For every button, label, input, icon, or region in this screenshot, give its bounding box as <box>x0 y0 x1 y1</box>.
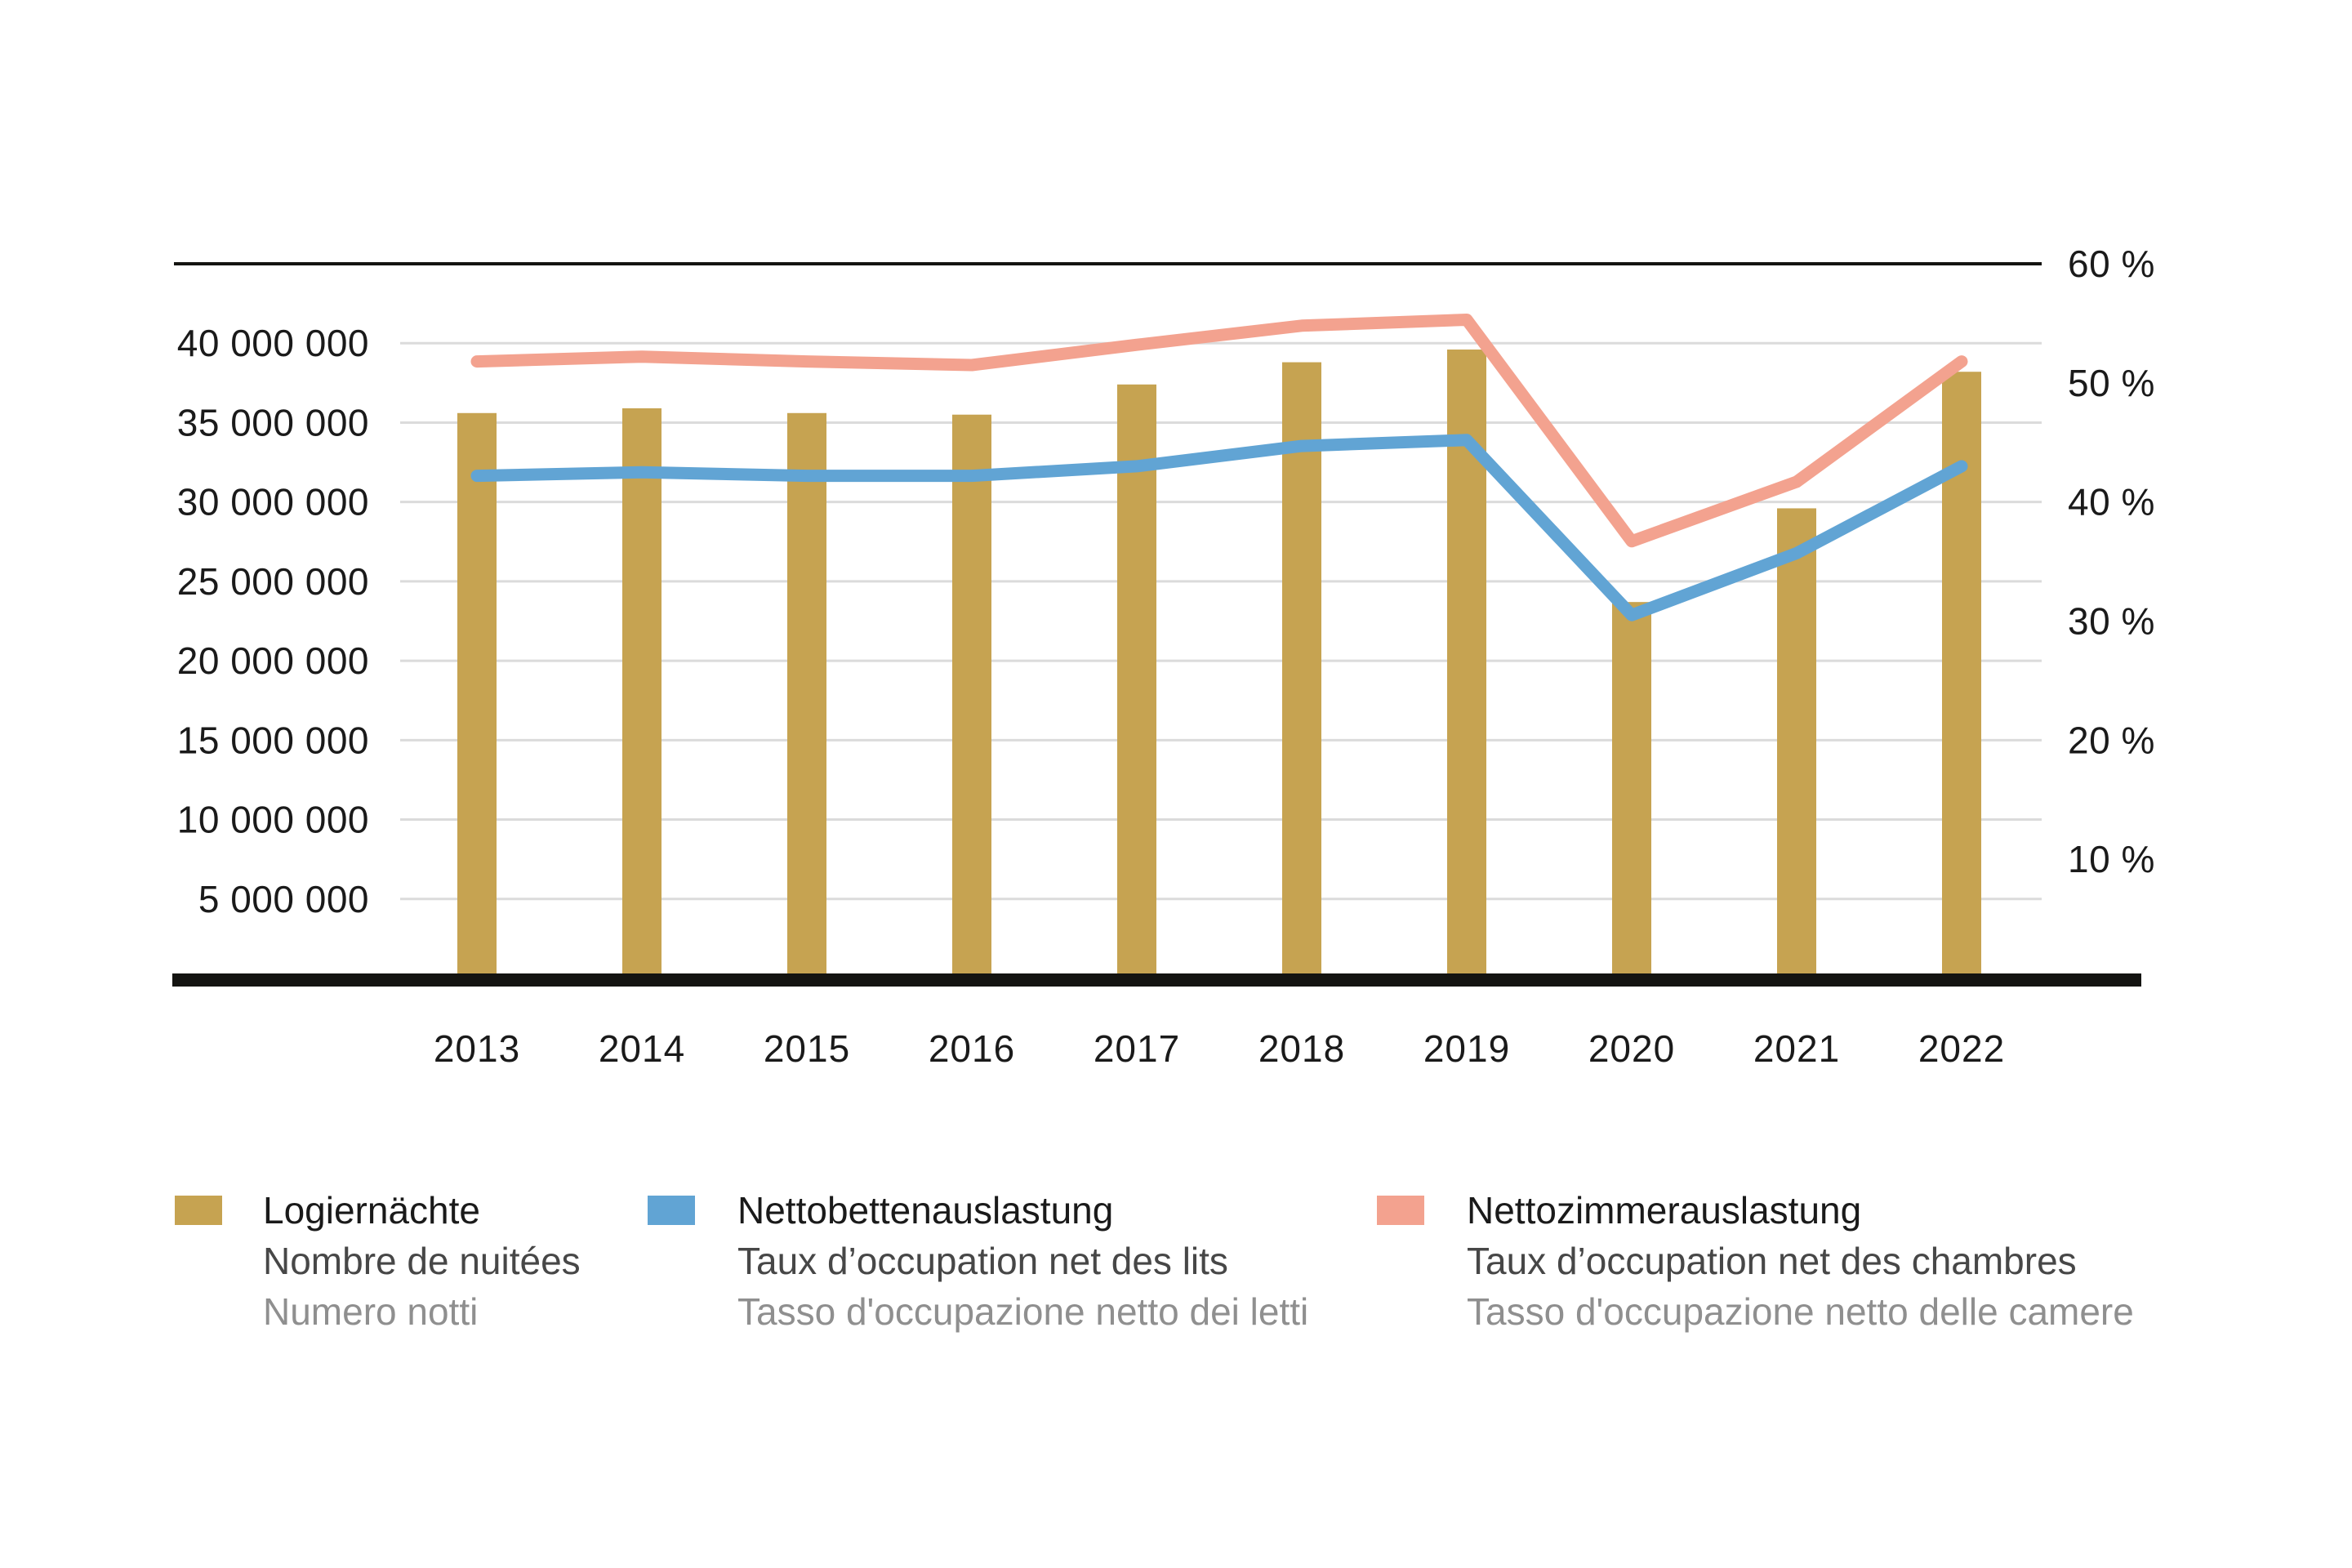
legend-item-logiernaechte: Logiernächte Nombre de nuitées Numero nott… <box>175 1189 581 1333</box>
right-axis-tick-label: 40 % <box>2068 481 2155 523</box>
right-axis-tick-label: 60 % <box>2068 243 2155 285</box>
bar-2014 <box>622 408 662 983</box>
legend-label-logiernaechte-de: Logiernächte <box>263 1189 480 1232</box>
right-axis-tick-label: 30 % <box>2068 600 2155 643</box>
left-axis-tick-label: 15 000 000 <box>177 719 369 761</box>
x-axis-year-label: 2022 <box>1918 1027 2005 1070</box>
x-axis-year-label: 2018 <box>1258 1027 1345 1070</box>
x-axis-baseline <box>172 973 2141 987</box>
legend-label-nettozimmerauslastung-de: Nettozimmerauslastung <box>1467 1189 1861 1232</box>
left-axis-labels: 5 000 000 10 000 000 15 000 000 20 000 000 2… <box>177 322 369 920</box>
left-axis-tick-label: 40 000 000 <box>177 322 369 364</box>
x-axis-year-label: 2021 <box>1753 1027 1840 1070</box>
legend-swatch-nettozimmerauslastung <box>1377 1196 1424 1225</box>
x-axis-year-label: 2015 <box>764 1027 850 1070</box>
bar-2021 <box>1777 508 1816 983</box>
line-series-nettobettenauslastung <box>470 434 1968 621</box>
left-axis-tick-label: 30 000 000 <box>177 481 369 523</box>
x-axis-year-label: 2019 <box>1423 1027 1510 1070</box>
bar-2018 <box>1282 362 1321 983</box>
bar-2017 <box>1117 384 1156 983</box>
right-axis-labels: 10 % 20 % 30 % 40 % 50 % 60 % <box>2068 243 2155 880</box>
right-axis-tick-label: 20 % <box>2068 719 2155 761</box>
left-axis-tick-label: 35 000 000 <box>177 401 369 443</box>
bar-2020 <box>1612 602 1651 983</box>
left-axis-tick-label: 25 000 000 <box>177 560 369 603</box>
x-axis-year-label: 2014 <box>599 1027 685 1070</box>
x-axis-year-label: 2020 <box>1588 1027 1675 1070</box>
legend-label-nettobettenauslastung-fr: Taux d’occupation net des lits <box>737 1240 1228 1282</box>
legend-label-nettozimmerauslastung-fr: Taux d’occupation net des chambres <box>1467 1240 2077 1282</box>
legend-label-logiernaechte-fr: Nombre de nuitées <box>263 1240 581 1282</box>
legend-label-nettobettenauslastung-it: Tasso d'occupazione netto dei letti <box>737 1290 1308 1333</box>
right-axis-tick-label: 50 % <box>2068 362 2155 404</box>
bar-2016 <box>952 414 991 983</box>
legend-swatch-nettobettenauslastung <box>648 1196 695 1225</box>
x-axis-year-label: 2017 <box>1094 1027 1180 1070</box>
bar-2015 <box>787 412 826 983</box>
left-axis-tick-label: 5 000 000 <box>198 878 369 920</box>
left-axis-tick-label: 20 000 000 <box>177 639 369 682</box>
legend-item-nettobettenauslastung: Nettobettenauslastung Taux d’occupation n… <box>648 1189 1308 1333</box>
left-axis-tick-label: 10 000 000 <box>177 799 369 841</box>
legend-label-nettozimmerauslastung-it: Tasso d'occupazione netto delle camere <box>1467 1290 2134 1333</box>
bar-series-logiernaechte <box>457 350 1981 983</box>
legend-item-nettozimmerauslastung: Nettozimmerauslastung Taux d’occupation n… <box>1377 1189 2134 1333</box>
legend-label-nettobettenauslastung-de: Nettobettenauslastung <box>737 1189 1113 1232</box>
gridlines <box>400 341 2042 901</box>
x-axis-year-labels: 2013 2014 2015 2016 2017 2018 2019 2020 2021 2022 <box>434 1027 2005 1070</box>
x-axis-year-label: 2016 <box>929 1027 1015 1070</box>
bar-2013 <box>457 412 497 983</box>
legend: Logiernächte Nombre de nuitées Numero nott… <box>175 1189 2134 1333</box>
legend-label-logiernaechte-it: Numero notti <box>263 1290 478 1333</box>
x-axis-year-label: 2013 <box>434 1027 520 1070</box>
right-axis-tick-label: 10 % <box>2068 838 2155 880</box>
line-series-nettozimmerauslastung <box>470 314 1968 548</box>
legend-swatch-logiernaechte <box>175 1196 222 1225</box>
